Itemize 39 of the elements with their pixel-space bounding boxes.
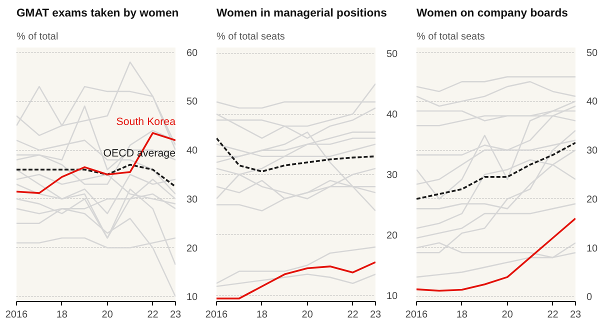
x-tick-label: 2016 [405,310,428,320]
y-tick-label: 10 [386,290,398,302]
x-tick-label: 23 [570,310,582,320]
y-tick-label: 10 [586,243,598,254]
x-tick-label: 23 [170,310,182,320]
x-tick-label: 22 [347,310,359,320]
y-tick-label: 40 [186,146,198,157]
chart-title: Women on company boards [416,8,568,20]
y-tick-label: 60 [186,48,198,59]
y-tick-label: 30 [586,146,598,157]
y-tick-label: 30 [186,194,198,206]
y-tick-label: 50 [586,48,598,59]
x-tick-label: 18 [56,310,68,320]
y-tick-label: 50 [386,49,398,60]
x-tick-label: 23 [370,310,382,320]
x-tick-label: 2016 [205,310,228,320]
y-tick-label: 20 [586,194,598,206]
x-tick-label: 20 [302,310,314,320]
x-tick-label: 22 [547,310,559,320]
y-tick-label: 40 [586,96,598,108]
y-tick-label: 20 [186,243,198,254]
y-tick-label: 30 [386,170,398,181]
x-tick-label: 2016 [5,310,28,320]
x-tick-label: 18 [256,310,268,320]
y-tick-label: 20 [386,230,398,242]
y-tick-label: 40 [386,110,398,121]
y-tick-label: 10 [186,292,198,304]
x-tick-label: 22 [147,310,159,320]
chart-title: Women in managerial positions [216,8,387,20]
chart-title: GMAT exams taken by women [16,8,179,20]
x-tick-label: 18 [456,310,468,320]
y-tick-label: 50 [186,96,198,108]
chart-subtitle: % of total seats [216,32,285,42]
chart-subtitle: % of total seats [416,32,485,42]
series-label: South Korea [116,116,176,128]
y-tick-label: 0 [586,292,592,304]
x-tick-label: 20 [102,310,114,320]
x-tick-label: 20 [502,310,514,320]
chart-subtitle: % of total [16,32,58,42]
